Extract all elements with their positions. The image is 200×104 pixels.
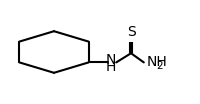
Text: H: H [106,60,116,74]
Text: 2: 2 [156,61,163,71]
Text: S: S [127,25,135,39]
Text: N: N [106,53,116,67]
Text: NH: NH [147,55,168,69]
